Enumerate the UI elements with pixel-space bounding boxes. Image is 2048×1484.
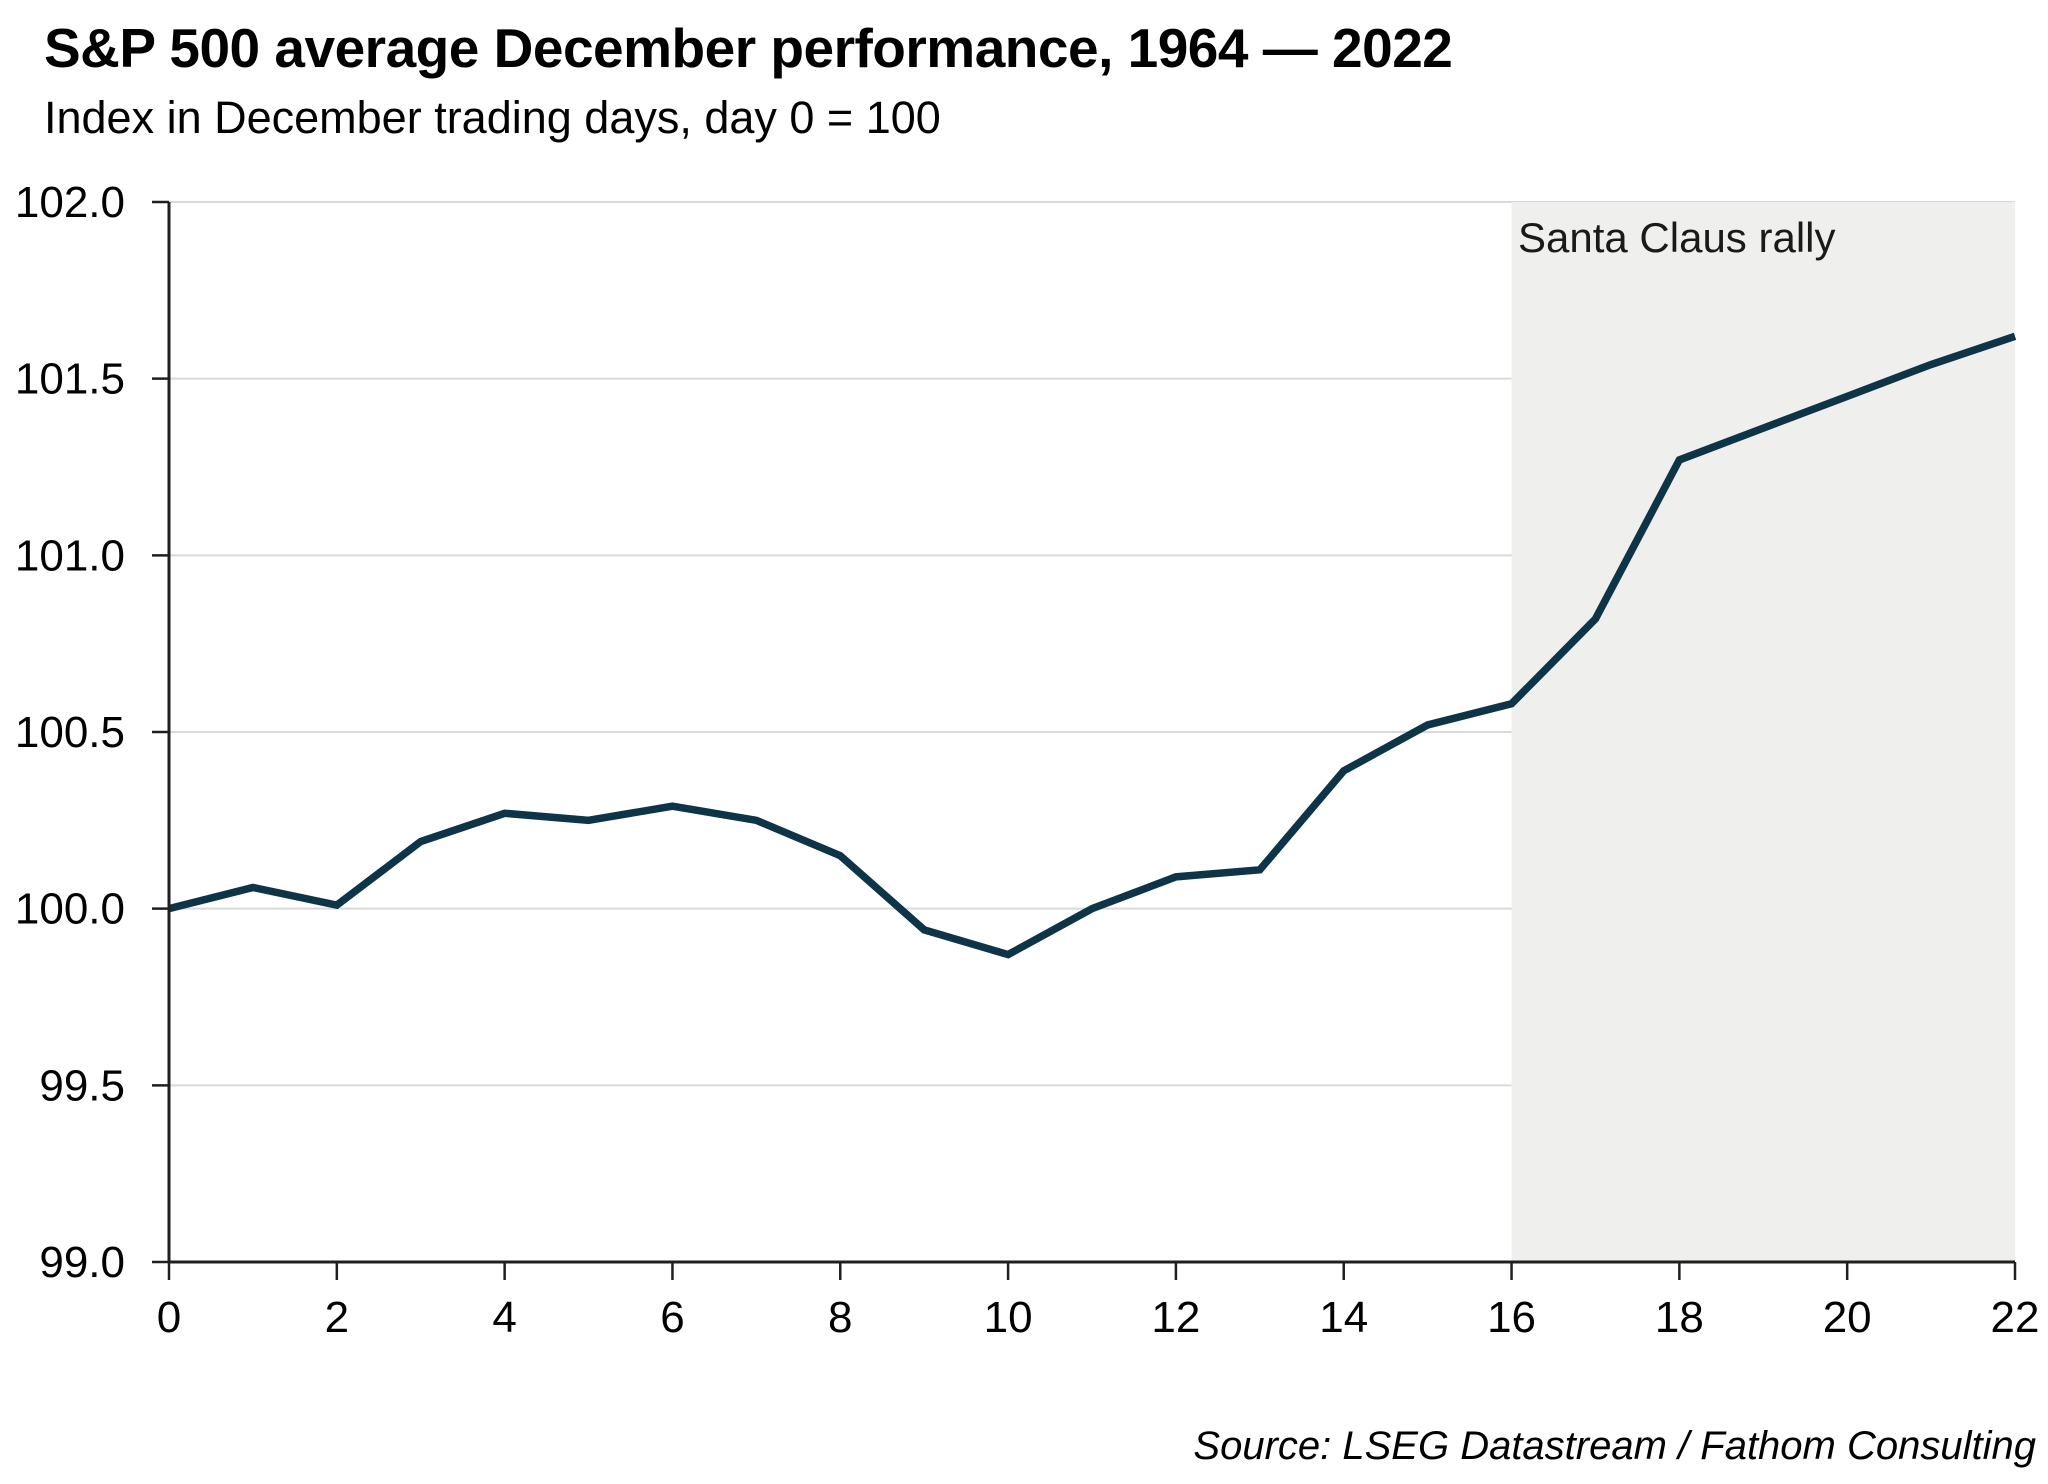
y-tick-label: 99.0	[39, 1238, 125, 1287]
sp500-series-line	[168, 332, 2017, 959]
x-tick-label: 2	[325, 1293, 349, 1342]
x-tick-label: 4	[492, 1293, 516, 1342]
y-tick-label: 100.5	[15, 708, 125, 757]
x-tick-label: 12	[1151, 1293, 1200, 1342]
source-credit: Source: LSEG Datastream / Fathom Consult…	[1193, 1424, 2036, 1468]
x-tick-label: 6	[660, 1293, 684, 1342]
y-tick-label: 101.0	[15, 531, 125, 580]
x-tick-label: 22	[1991, 1293, 2040, 1342]
santa-claus-rally-region	[1511, 202, 2015, 1262]
x-tick-label: 0	[157, 1293, 181, 1342]
santa-claus-rally-label: Santa Claus rally	[1518, 214, 1836, 261]
x-tick-label: 8	[828, 1293, 852, 1342]
x-tick-label: 16	[1487, 1293, 1536, 1342]
y-tick-label: 100.0	[15, 885, 125, 934]
x-tick-label: 14	[1319, 1293, 1368, 1342]
x-tick-label: 18	[1655, 1293, 1704, 1342]
page-subtitle: Index in December trading days, day 0 = …	[44, 92, 941, 143]
x-tick-label: 10	[984, 1293, 1033, 1342]
x-tick-label: 20	[1823, 1293, 1872, 1342]
y-tick-label: 102.0	[15, 178, 125, 227]
y-tick-label: 101.5	[15, 355, 125, 404]
page-title: S&P 500 average December performance, 19…	[44, 17, 1453, 79]
y-tick-label: 99.5	[39, 1061, 125, 1110]
